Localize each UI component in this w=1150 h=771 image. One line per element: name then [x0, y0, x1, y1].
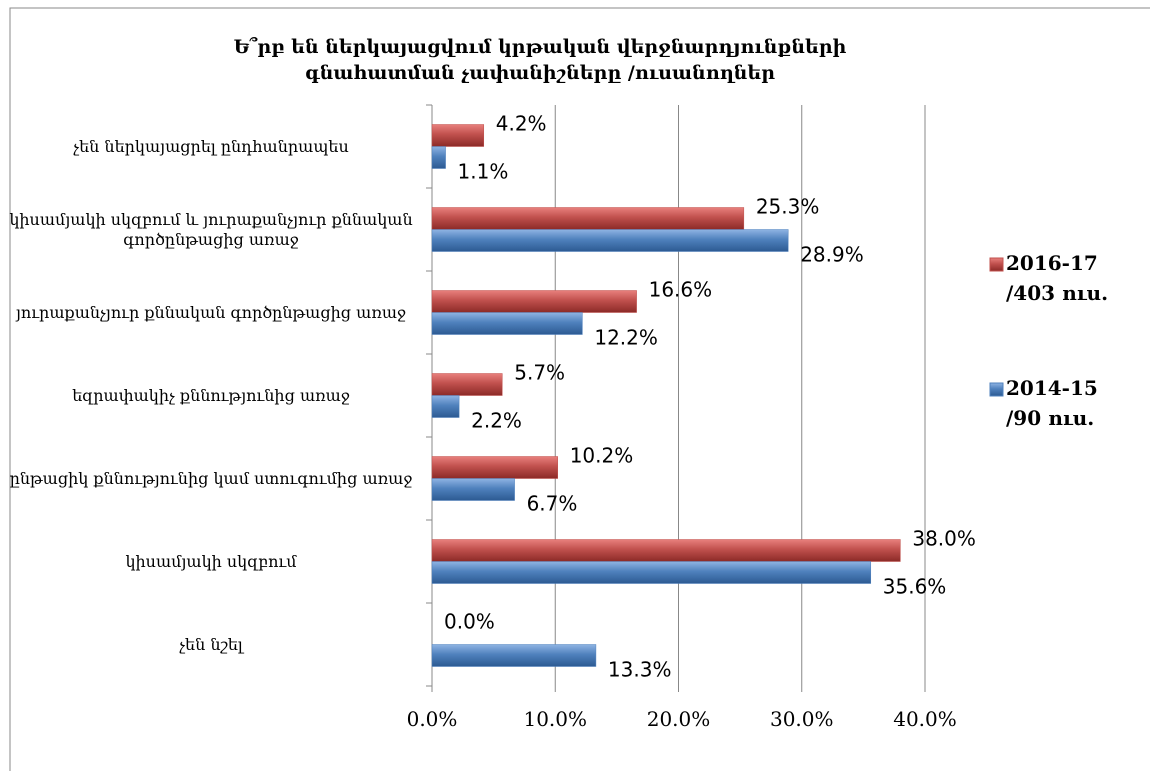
bar [431, 312, 583, 335]
legend-swatch [989, 257, 1004, 272]
bar [431, 478, 515, 501]
value-label: 0.0% [444, 610, 495, 634]
x-tick-label: 40.0% [893, 707, 957, 731]
value-label: 4.2% [496, 112, 547, 136]
chart-title: Ե՞րբ են ներկայացվում կրթական վերջնարդյու… [233, 36, 847, 84]
bar [431, 207, 745, 230]
value-label: 5.7% [514, 361, 565, 385]
y-tick-label: կիսամյակի սկզբում [125, 551, 297, 571]
bar [431, 644, 597, 667]
value-label: 12.2% [594, 326, 658, 350]
y-tick-label: չեն ներկայացրել ընդհանրապես [73, 136, 349, 156]
bar [431, 395, 460, 418]
y-tick-label: ընթացիկ քննությունից կամ ստուգումից առաջ [9, 468, 413, 488]
value-label: 16.6% [649, 278, 713, 302]
legend-label: 2014-15 /90 ուս. [1006, 376, 1098, 430]
bar [431, 561, 872, 584]
value-label: 25.3% [756, 195, 820, 219]
y-tick-label: չեն նշել [179, 634, 243, 654]
legend-swatch [989, 382, 1004, 397]
value-label: 35.6% [883, 575, 947, 599]
value-label: 2.2% [471, 409, 522, 433]
value-label: 6.7% [527, 492, 578, 516]
bar [431, 229, 789, 252]
y-tick-label: յուրաքանչյուր քննական գործընթացից առաջ [15, 302, 407, 322]
x-tick-label: 10.0% [523, 707, 587, 731]
x-tick-label: 0.0% [407, 707, 458, 731]
value-label: 10.2% [570, 444, 634, 468]
y-tick-label: եզրափակիչ քննությունից առաջ [72, 385, 350, 405]
bar [431, 290, 637, 313]
bar [431, 456, 558, 479]
value-label: 38.0% [912, 527, 976, 551]
value-label: 28.9% [800, 243, 864, 267]
bar [431, 539, 901, 562]
y-tick-label: կիսամյակի սկզբում և յուրաքանչյուր քննակա… [9, 209, 413, 249]
bar [431, 373, 503, 396]
value-label: 13.3% [608, 658, 672, 682]
value-label: 1.1% [458, 160, 509, 184]
x-tick-label: 30.0% [770, 707, 834, 731]
legend-label: 2016-17 /403 ուս. [1006, 251, 1109, 305]
bar [431, 146, 446, 169]
chart-border [9, 7, 1150, 771]
bar [431, 124, 485, 147]
x-tick-label: 20.0% [647, 707, 711, 731]
